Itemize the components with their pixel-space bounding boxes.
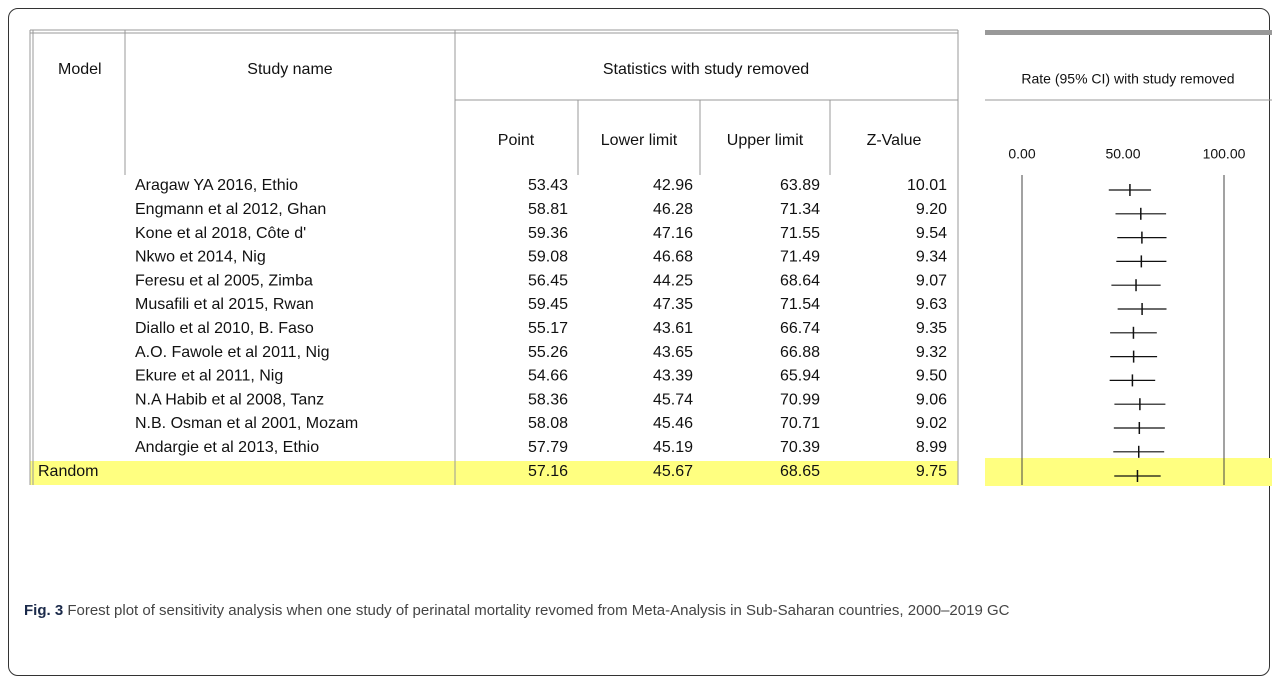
study-cell: N.B. Osman et al 2001, Mozam bbox=[135, 415, 358, 432]
header: Z-Value bbox=[867, 132, 922, 149]
z-cell: 9.54 bbox=[916, 225, 947, 242]
point-cell: 56.45 bbox=[528, 272, 568, 289]
panel-top-bar bbox=[985, 30, 1272, 35]
study-cell: Kone et al 2018, Côte d' bbox=[135, 225, 306, 242]
lower-cell: 45.19 bbox=[653, 439, 693, 456]
z-cell: 9.50 bbox=[916, 368, 947, 385]
upper-cell: 63.89 bbox=[780, 177, 820, 194]
z-cell: 9.06 bbox=[916, 391, 947, 408]
point-cell: 59.08 bbox=[528, 249, 568, 266]
forest-table: Model Study name Statistics with study r… bbox=[29, 29, 1272, 486]
summary-highlight bbox=[985, 458, 1272, 486]
lower-cell: 43.61 bbox=[653, 320, 693, 337]
z-cell: 10.01 bbox=[907, 177, 947, 194]
study-cell: N.A Habib et al 2008, Tanz bbox=[135, 391, 324, 408]
upper-cell: 70.71 bbox=[780, 415, 820, 432]
lower-cell: 43.39 bbox=[653, 368, 693, 385]
upper-cell: 66.74 bbox=[780, 320, 820, 337]
upper-cell: 65.94 bbox=[780, 368, 820, 385]
upper-cell: 71.34 bbox=[780, 201, 820, 218]
study-cell: Diallo et al 2010, B. Faso bbox=[135, 320, 314, 337]
lower-cell: 44.25 bbox=[653, 272, 693, 289]
lower-cell: 45.46 bbox=[653, 415, 693, 432]
upper-cell: 68.64 bbox=[780, 272, 820, 289]
upper-cell: 71.55 bbox=[780, 225, 820, 242]
z-cell: 9.20 bbox=[916, 201, 947, 218]
header: Rate (95% CI) with study removed bbox=[1021, 71, 1234, 87]
study-cell: Nkwo et 2014, Nig bbox=[135, 249, 266, 266]
caption-label: Fig. 3 bbox=[24, 602, 64, 619]
z-cell: 9.75 bbox=[916, 463, 947, 480]
z-cell: 8.99 bbox=[916, 439, 947, 456]
upper-cell: 71.49 bbox=[780, 249, 820, 266]
z-cell: 9.34 bbox=[916, 249, 947, 266]
z-cell: 9.35 bbox=[916, 320, 947, 337]
summary-highlight bbox=[30, 461, 958, 485]
lower-cell: 45.67 bbox=[653, 463, 693, 480]
study-cell: Aragaw YA 2016, Ethio bbox=[135, 177, 298, 194]
x-tick-label: 50.00 bbox=[1105, 146, 1140, 162]
z-cell: 9.02 bbox=[916, 415, 947, 432]
x-tick-label: 100.00 bbox=[1203, 146, 1246, 162]
caption: Fig. 3 Forest plot of sensitivity analys… bbox=[24, 598, 1260, 623]
study-cell: Musafili et al 2015, Rwan bbox=[135, 296, 314, 313]
header: Point bbox=[498, 132, 535, 149]
caption-text: Forest plot of sensitivity analysis when… bbox=[67, 602, 1010, 619]
header: Lower limit bbox=[601, 132, 678, 149]
upper-cell: 71.54 bbox=[780, 296, 820, 313]
header: Study name bbox=[247, 61, 332, 78]
x-tick-label: 0.00 bbox=[1008, 146, 1035, 162]
lower-cell: 45.74 bbox=[653, 391, 693, 408]
point-cell: 59.45 bbox=[528, 296, 568, 313]
lower-cell: 43.65 bbox=[653, 344, 693, 361]
point-cell: 59.36 bbox=[528, 225, 568, 242]
point-cell: 57.16 bbox=[528, 463, 568, 480]
z-cell: 9.32 bbox=[916, 344, 947, 361]
lower-cell: 47.16 bbox=[653, 225, 693, 242]
upper-cell: 70.99 bbox=[780, 391, 820, 408]
header: Model bbox=[58, 61, 102, 78]
point-cell: 58.36 bbox=[528, 391, 568, 408]
point-cell: 57.79 bbox=[528, 439, 568, 456]
study-cell: Andargie et al 2013, Ethio bbox=[135, 439, 319, 456]
point-cell: 55.17 bbox=[528, 320, 568, 337]
study-cell: A.O. Fawole et al 2011, Nig bbox=[135, 344, 329, 361]
z-cell: 9.07 bbox=[916, 272, 947, 289]
upper-cell: 66.88 bbox=[780, 344, 820, 361]
point-cell: 54.66 bbox=[528, 368, 568, 385]
upper-cell: 68.65 bbox=[780, 463, 820, 480]
lower-cell: 46.68 bbox=[653, 249, 693, 266]
lower-cell: 46.28 bbox=[653, 201, 693, 218]
header: Statistics with study removed bbox=[603, 61, 809, 78]
upper-cell: 70.39 bbox=[780, 439, 820, 456]
table-lines bbox=[29, 29, 1272, 485]
point-cell: 58.08 bbox=[528, 415, 568, 432]
lower-cell: 42.96 bbox=[653, 177, 693, 194]
z-cell: 9.63 bbox=[916, 296, 947, 313]
point-cell: 55.26 bbox=[528, 344, 568, 361]
study-cell: Feresu et al 2005, Zimba bbox=[135, 272, 313, 289]
study-cell: Ekure et al 2011, Nig bbox=[135, 368, 283, 385]
point-cell: 53.43 bbox=[528, 177, 568, 194]
lower-cell: 47.35 bbox=[653, 296, 693, 313]
study-cell: Engmann et al 2012, Ghan bbox=[135, 201, 326, 218]
point-cell: 58.81 bbox=[528, 201, 568, 218]
figure-frame bbox=[8, 8, 1270, 676]
model-cell: Random bbox=[38, 463, 98, 480]
header: Upper limit bbox=[727, 132, 804, 149]
